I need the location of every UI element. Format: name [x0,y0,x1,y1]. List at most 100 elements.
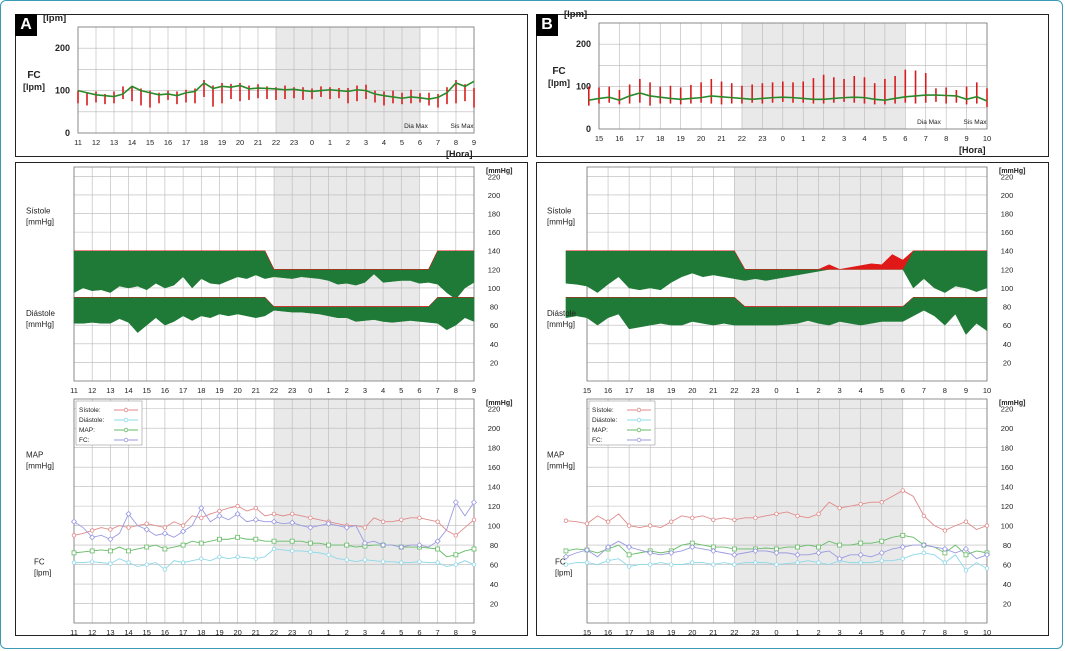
series-point [471,517,477,522]
hour-tick-label: 0 [310,138,314,147]
hour-tick-label: 10 [983,628,991,637]
panel-b-fc-chart: 15 16 17 18 19 20 21 22 23 0 1 2 3 4 5 6 7 8 9 100100200[lp… [548,9,991,155]
series-point [107,548,113,554]
ytick-label: 120 [1001,265,1014,274]
hour-tick-label: 7 [436,628,440,637]
hour-tick-label: 10 [983,134,991,143]
legend-swatch-marker [636,437,642,443]
ytick-label: 120 [1001,502,1014,511]
series-point [162,525,168,530]
series-point [732,562,737,567]
series-point [879,558,884,563]
ytick-label: 180 [1001,210,1014,219]
series-point [690,515,695,521]
series-point [161,530,168,537]
series-point [70,518,78,525]
hour-tick-label: 7 [924,134,928,143]
hour-tick-label: 15 [583,628,591,637]
right-unit: [mmHg] [999,400,1025,407]
left-label-map: MAP [547,450,564,459]
series-point [562,553,570,560]
hour-tick-label: 13 [106,628,114,637]
legend-label: MAP: [79,427,95,434]
hour-tick-label: 7 [436,138,440,147]
ytick-label: 40 [490,580,498,589]
series-point [199,515,204,521]
series-point [417,559,422,564]
plot-frame [586,398,988,624]
hour-tick-label: 5 [400,138,404,147]
fc-ytick-label: 100 [576,82,591,92]
legend-label: FC: [592,437,603,444]
series-point [308,549,313,555]
series-point [858,540,864,546]
hour-tick-label: 14 [124,628,132,637]
hour-tick-label: 15 [143,628,151,637]
ytick-label: 140 [488,483,501,492]
ytick-label: 100 [1001,284,1014,293]
series-point [162,567,168,572]
hour-tick-label: 3 [842,134,846,143]
series-point [270,518,278,525]
series-point [626,552,632,558]
series-point [794,551,801,558]
series-point [752,547,759,554]
hour-tick-label: 8 [944,134,948,143]
hour-tick-label: 4 [382,138,386,147]
left-label-sistole: Sístole [26,207,51,216]
ytick-label: 220 [1001,172,1014,181]
diastolic-excess [74,297,474,307]
series-point [252,516,259,523]
hour-tick-label: 21 [709,628,717,637]
ytick-label: 40 [1003,580,1011,589]
series-point [453,552,459,558]
hour-tick-label: 20 [233,628,241,637]
hour-tick-label: 23 [751,386,759,395]
series-point [362,557,368,562]
hour-tick-label: 22 [730,628,738,637]
hour-tick-label: 2 [822,134,826,143]
hour-tick-label: 6 [901,386,905,395]
series-point [563,518,569,523]
ytick-label: 180 [488,210,501,219]
hour-tick-label: 0 [774,386,778,395]
hour-tick-label: 9 [472,628,476,637]
hour-tick-label: 0 [781,134,785,143]
series-point [837,505,842,511]
series-point [647,523,653,528]
hour-tick-label: 3 [364,138,368,147]
fc-line [588,92,988,102]
series-point [89,548,95,554]
right-unit: [mmHg] [486,400,512,407]
fc-ytick-label: 0 [586,124,591,134]
left-unit-sistole: [mmHg] [547,218,575,227]
right-unit: [mmHg] [999,168,1025,175]
legend-label: FC: [79,437,90,444]
series-point [453,562,459,567]
series-point [89,534,96,541]
series-point [962,545,970,553]
series-point [690,560,695,565]
left-label-fc: FC [34,558,45,567]
hour-tick-label: 8 [943,628,947,637]
series-point [983,551,991,558]
ytick-label: 120 [488,502,501,511]
hour-tick-label: 14 [124,386,132,395]
plot-frame [73,398,475,624]
fc-side-label: FC [552,66,565,77]
series-point [89,528,95,533]
series-point [325,520,332,527]
fc-side-label: FC [27,70,40,81]
legend-box [75,400,143,446]
fc-ylabel-unit: [lpm] [564,9,587,20]
hour-tick-label: 17 [625,628,633,637]
hour-tick-label: 13 [110,138,118,147]
series-point [900,556,905,561]
legend-swatch-marker [636,407,642,413]
fc-xlabel: [Hora] [959,145,986,155]
series-point [900,488,905,493]
ytick-label: 220 [1001,405,1014,414]
series-point [271,546,277,552]
ytick-label: 140 [1001,483,1014,492]
ytick-label: 160 [488,463,501,472]
